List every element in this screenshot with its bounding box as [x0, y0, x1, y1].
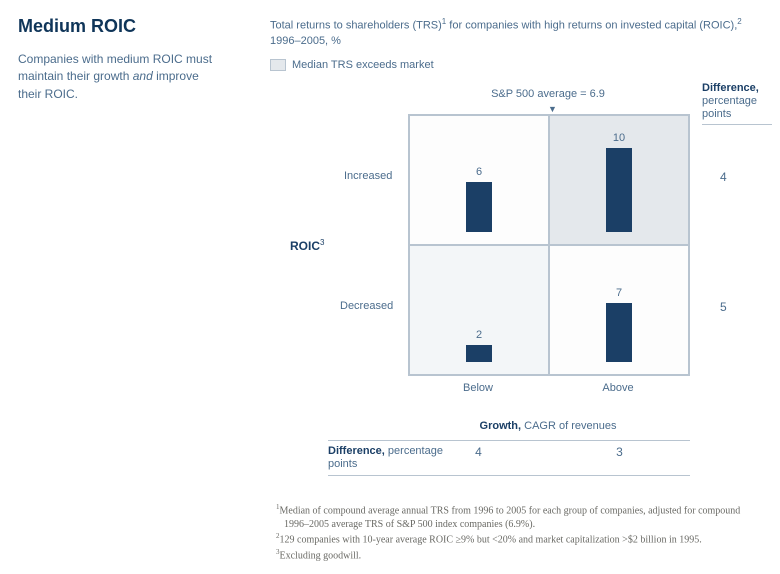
cell-inc-below: 6: [409, 115, 549, 245]
chart-title: Total returns to shareholders (TRS)1 for…: [270, 16, 762, 49]
row-label-increased: Increased: [344, 170, 392, 182]
sp500-tick-icon: ▼: [548, 104, 557, 114]
growth-axis-label: Growth, CAGR of revenues: [408, 420, 688, 432]
legend-label: Median TRS exceeds market: [292, 59, 434, 71]
chart-title-sup2: 2: [737, 17, 741, 26]
bar-value: 10: [613, 132, 625, 144]
footnotes: 1Median of compound average annual TRS f…: [276, 503, 762, 564]
bar: 6: [466, 182, 492, 232]
diff-right-heading-b: Difference,: [702, 82, 759, 94]
bar-value: 7: [616, 287, 622, 299]
col-labels: Below Above: [408, 382, 688, 394]
bar: 10: [606, 148, 632, 232]
roic-axis-text: ROIC: [290, 239, 320, 253]
cell-inc-above: 10: [549, 115, 689, 245]
chart-title-b: for companies with high returns on inves…: [446, 20, 737, 32]
diff-bottom-row: Difference, percentage points 4 3: [328, 440, 690, 476]
bar: 2: [466, 345, 492, 362]
roic-axis-label: ROIC3: [290, 238, 324, 253]
footnote-1-text: Median of compound average annual TRS fr…: [280, 505, 741, 530]
diff-right-1: 4: [720, 170, 727, 184]
col-label-above: Above: [548, 382, 688, 394]
legend-swatch-icon: [270, 59, 286, 71]
bar-value: 6: [476, 166, 482, 178]
page-title: Medium ROIC: [18, 16, 270, 37]
diff-right-heading: Difference, percentage points: [702, 82, 772, 125]
lede: Companies with medium ROIC must maintain…: [18, 51, 218, 103]
sp500-label: S&P 500 average = 6.9: [408, 88, 688, 100]
bar: 7: [606, 303, 632, 362]
diff-right-2: 5: [720, 300, 727, 314]
footnote-1: 1Median of compound average annual TRS f…: [276, 503, 762, 531]
footnote-3: 3Excluding goodwill.: [276, 548, 762, 563]
diff-bottom-1: 4: [408, 445, 549, 459]
growth-axis-b: Growth,: [480, 420, 525, 432]
cell-dec-below: 2: [409, 245, 549, 375]
chart-title-a: Total returns to shareholders (TRS): [270, 20, 442, 32]
matrix-grid: 6 10 2 7: [408, 114, 690, 376]
diff-bottom-2: 3: [549, 445, 690, 459]
roic-axis-sup: 3: [320, 238, 324, 247]
col-label-below: Below: [408, 382, 548, 394]
diff-bottom-heading-b: Difference,: [328, 445, 385, 457]
chart-title-c: 1996–2005, %: [270, 35, 341, 47]
footnote-2-text: 129 companies with 10-year average ROIC …: [280, 535, 702, 546]
footnote-2: 2129 companies with 10-year average ROIC…: [276, 532, 762, 547]
cell-dec-above: 7: [549, 245, 689, 375]
lede-em: and: [133, 69, 153, 83]
growth-axis-t: CAGR of revenues: [524, 420, 616, 432]
legend: Median TRS exceeds market: [270, 59, 762, 71]
row-label-decreased: Decreased: [340, 300, 393, 312]
diff-right-heading-t: percentage points: [702, 95, 757, 120]
bar-value: 2: [476, 329, 482, 341]
footnote-3-text: Excluding goodwill.: [280, 551, 362, 562]
